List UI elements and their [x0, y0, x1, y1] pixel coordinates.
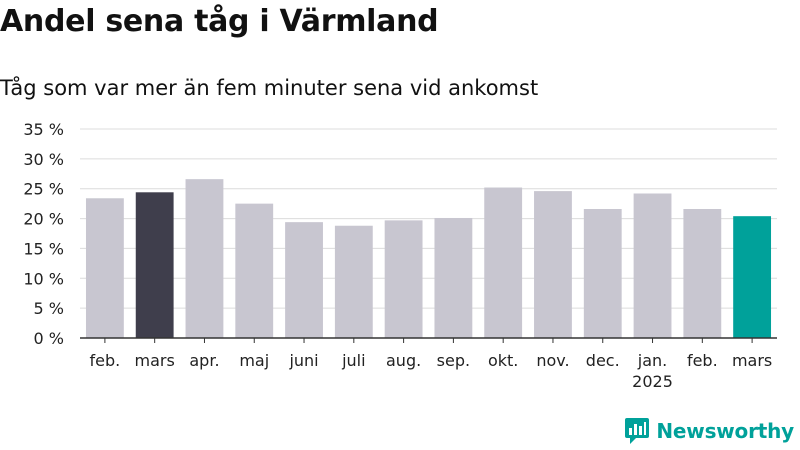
bars	[85, 179, 772, 338]
chart-subtitle: Tåg som var mer än fem minuter sena vid …	[0, 76, 539, 100]
bar	[334, 225, 373, 338]
x-tick-label: feb.	[687, 351, 718, 370]
bar	[135, 192, 174, 338]
bar	[85, 198, 124, 338]
newsworthy-chart-icon	[625, 418, 650, 444]
bar	[534, 191, 572, 338]
bar	[484, 187, 523, 338]
chart-title: Andel sena tåg i Värmland	[0, 4, 439, 39]
bar	[285, 222, 323, 338]
y-tick-label: 25 %	[23, 180, 64, 199]
x-tick-label: juni	[288, 351, 318, 370]
x-tick-label: nov.	[536, 351, 569, 370]
x-tick-label: apr.	[189, 351, 219, 370]
y-tick-label: 20 %	[23, 210, 64, 229]
y-axis-ticks: 0 % 5 % 10 % 15 % 20 % 25 % 30 % 35 %	[23, 120, 64, 348]
x-tick-label: mars	[732, 351, 772, 370]
brand-name: Newsworthy	[656, 419, 794, 443]
y-tick-label: 30 %	[23, 150, 64, 169]
y-tick-label: 35 %	[23, 120, 64, 139]
bar	[583, 209, 622, 338]
bar	[733, 216, 772, 338]
bar	[683, 209, 722, 338]
bar	[235, 203, 274, 338]
x-tick-label: mars	[135, 351, 175, 370]
grid-lines	[80, 128, 777, 309]
x-tick-label: okt.	[488, 351, 518, 370]
bar	[185, 179, 224, 338]
x-tick-label: jan.	[637, 351, 667, 370]
x-tick-label: dec.	[586, 351, 620, 370]
y-tick-label: 10 %	[23, 269, 64, 288]
bar	[633, 193, 672, 338]
bar	[434, 217, 473, 338]
x-tick-label: juli	[341, 351, 365, 370]
newsworthy-logo: Newsworthy	[624, 417, 794, 445]
x-tick-year-label: 2025	[632, 372, 673, 391]
bar	[384, 220, 423, 338]
x-tick-label: sep.	[437, 351, 470, 370]
x-tick-label: feb.	[90, 351, 121, 370]
x-axis-ticks: feb. mars apr. maj juni juli aug. sep. okt. nov. d…	[90, 338, 772, 391]
x-tick-label: maj	[239, 351, 269, 370]
y-tick-label: 0 %	[34, 329, 64, 348]
y-tick-label: 5 %	[34, 299, 64, 318]
y-tick-label: 15 %	[23, 239, 64, 258]
x-tick-label: aug.	[386, 351, 421, 370]
